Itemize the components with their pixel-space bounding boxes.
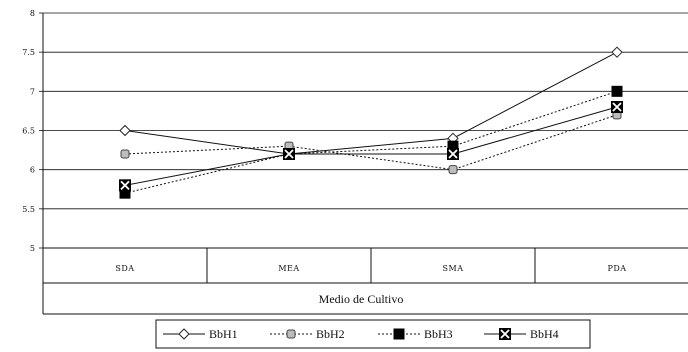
series-BbH2: [120, 110, 622, 175]
legend-label: BbH2: [316, 327, 345, 341]
x-category-label: SMA: [443, 264, 464, 273]
gridlines: [39, 12, 688, 249]
data-point: [447, 148, 459, 160]
category-labels: SDA MEA SMA PDA: [115, 264, 626, 273]
series-layer: [119, 46, 623, 199]
y-tick-label: 6.5: [22, 127, 35, 136]
axes: [42, 13, 688, 315]
legend-item: BbH3: [378, 327, 453, 341]
series-line: [124, 90, 618, 194]
data-point: [283, 148, 295, 160]
legend-marker: [393, 328, 405, 340]
series-line: [124, 106, 618, 186]
x-category-label: PDA: [607, 264, 626, 273]
legend: BbH1 BbH2 BbH3 BbH4: [155, 319, 591, 349]
y-tick-label: 5.5: [22, 205, 35, 214]
data-point: [611, 46, 623, 58]
data-point: [448, 165, 458, 175]
series-BbH3: [119, 85, 623, 199]
x-category-label: MEA: [278, 264, 299, 273]
y-tick-label: 5: [30, 244, 35, 253]
legend-item: BbH1: [163, 327, 238, 341]
y-tick-label: 7.5: [22, 48, 35, 57]
data-point: [119, 179, 131, 192]
data-point: [611, 85, 623, 97]
y-axis-ticks: 5 5.5 6 6.5 7 7.5 8: [22, 9, 35, 253]
legend-label: BbH1: [209, 327, 238, 341]
legend-label: BbH3: [424, 327, 453, 341]
series-line: [124, 51, 618, 155]
data-point: [611, 101, 623, 113]
legend-marker: [178, 328, 190, 340]
legend-item: BbH4: [484, 327, 559, 341]
series-line: [124, 114, 618, 171]
y-tick-label: 6: [30, 166, 35, 175]
legend-item: BbH2: [270, 327, 345, 341]
series-BbH1: [119, 46, 623, 160]
y-tick-label: 7: [30, 87, 35, 96]
series-BbH4: [119, 101, 623, 192]
y-tick-label: 8: [30, 9, 35, 18]
legend-marker: [286, 329, 296, 339]
legend-marker: [499, 328, 511, 340]
data-point: [119, 124, 131, 137]
data-point: [120, 149, 130, 159]
x-axis-label: Medio de Cultivo: [319, 292, 404, 306]
x-category-label: SDA: [115, 264, 134, 273]
legend-label: BbH4: [530, 327, 559, 341]
